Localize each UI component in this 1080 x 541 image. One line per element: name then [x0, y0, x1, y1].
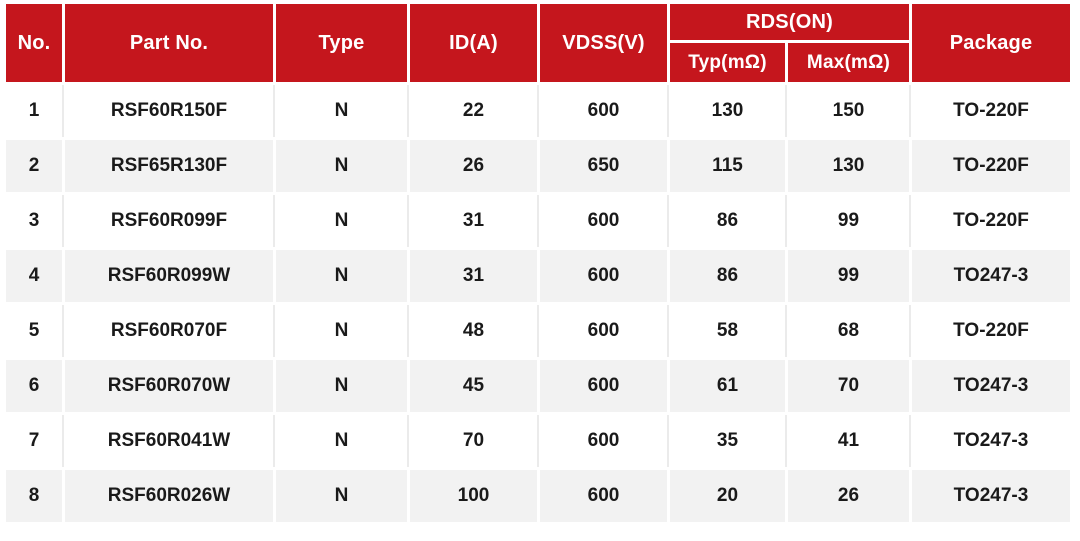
cell-no: 6: [6, 360, 62, 412]
cell-rds-max: 70: [788, 360, 909, 412]
table-row: 7 RSF60R041W N 70 600 35 41 TO247-3: [6, 415, 1070, 467]
cell-part-no: RSF60R041W: [65, 415, 273, 467]
cell-id: 48: [410, 305, 537, 357]
cell-rds-max: 26: [788, 470, 909, 522]
cell-part-no: RSF60R150F: [65, 85, 273, 137]
cell-no: 7: [6, 415, 62, 467]
cell-rds-max: 68: [788, 305, 909, 357]
cell-vdss: 650: [540, 140, 667, 192]
cell-part-no: RSF60R070F: [65, 305, 273, 357]
table-row: 5 RSF60R070F N 48 600 58 68 TO-220F: [6, 305, 1070, 357]
cell-type: N: [276, 250, 407, 302]
cell-package: TO-220F: [912, 305, 1070, 357]
cell-no: 3: [6, 195, 62, 247]
col-header-rds-max: Max(mΩ): [788, 43, 909, 82]
cell-part-no: RSF60R026W: [65, 470, 273, 522]
table-header: No. Part No. Type ID(A) VDSS(V) RDS(ON) …: [6, 4, 1070, 82]
cell-rds-typ: 35: [670, 415, 785, 467]
table-row: 4 RSF60R099W N 31 600 86 99 TO247-3: [6, 250, 1070, 302]
cell-package: TO247-3: [912, 360, 1070, 412]
col-header-rds-typ: Typ(mΩ): [670, 43, 785, 82]
cell-vdss: 600: [540, 195, 667, 247]
cell-rds-max: 130: [788, 140, 909, 192]
cell-no: 5: [6, 305, 62, 357]
cell-part-no: RSF65R130F: [65, 140, 273, 192]
cell-vdss: 600: [540, 85, 667, 137]
cell-package: TO-220F: [912, 195, 1070, 247]
cell-rds-max: 99: [788, 250, 909, 302]
table-row: 1 RSF60R150F N 22 600 130 150 TO-220F: [6, 85, 1070, 137]
cell-type: N: [276, 305, 407, 357]
cell-rds-typ: 61: [670, 360, 785, 412]
cell-no: 1: [6, 85, 62, 137]
table-row: 8 RSF60R026W N 100 600 20 26 TO247-3: [6, 470, 1070, 522]
cell-no: 4: [6, 250, 62, 302]
table-row: 6 RSF60R070W N 45 600 61 70 TO247-3: [6, 360, 1070, 412]
col-header-package: Package: [912, 4, 1070, 82]
col-header-rds-group: RDS(ON): [670, 4, 909, 40]
cell-type: N: [276, 195, 407, 247]
cell-type: N: [276, 360, 407, 412]
col-header-no: No.: [6, 4, 62, 82]
cell-rds-max: 99: [788, 195, 909, 247]
cell-part-no: RSF60R099W: [65, 250, 273, 302]
cell-rds-typ: 58: [670, 305, 785, 357]
cell-package: TO247-3: [912, 250, 1070, 302]
table-row: 3 RSF60R099F N 31 600 86 99 TO-220F: [6, 195, 1070, 247]
cell-rds-max: 150: [788, 85, 909, 137]
cell-type: N: [276, 415, 407, 467]
col-header-part-no: Part No.: [65, 4, 273, 82]
cell-vdss: 600: [540, 250, 667, 302]
cell-rds-typ: 86: [670, 195, 785, 247]
col-header-vdss: VDSS(V): [540, 4, 667, 82]
cell-id: 22: [410, 85, 537, 137]
cell-part-no: RSF60R099F: [65, 195, 273, 247]
cell-rds-max: 41: [788, 415, 909, 467]
cell-package: TO-220F: [912, 85, 1070, 137]
cell-package: TO247-3: [912, 415, 1070, 467]
cell-id: 45: [410, 360, 537, 412]
table-row: 2 RSF65R130F N 26 650 115 130 TO-220F: [6, 140, 1070, 192]
cell-package: TO-220F: [912, 140, 1070, 192]
cell-type: N: [276, 85, 407, 137]
cell-type: N: [276, 470, 407, 522]
cell-rds-typ: 86: [670, 250, 785, 302]
cell-rds-typ: 115: [670, 140, 785, 192]
mosfet-spec-table: No. Part No. Type ID(A) VDSS(V) RDS(ON) …: [3, 1, 1073, 525]
cell-rds-typ: 20: [670, 470, 785, 522]
cell-no: 2: [6, 140, 62, 192]
table-body: 1 RSF60R150F N 22 600 130 150 TO-220F 2 …: [6, 85, 1070, 522]
cell-id: 31: [410, 250, 537, 302]
cell-package: TO247-3: [912, 470, 1070, 522]
cell-id: 70: [410, 415, 537, 467]
cell-rds-typ: 130: [670, 85, 785, 137]
col-header-id: ID(A): [410, 4, 537, 82]
cell-type: N: [276, 140, 407, 192]
col-header-type: Type: [276, 4, 407, 82]
cell-vdss: 600: [540, 470, 667, 522]
cell-id: 100: [410, 470, 537, 522]
cell-id: 31: [410, 195, 537, 247]
cell-part-no: RSF60R070W: [65, 360, 273, 412]
cell-no: 8: [6, 470, 62, 522]
cell-vdss: 600: [540, 415, 667, 467]
cell-id: 26: [410, 140, 537, 192]
cell-vdss: 600: [540, 360, 667, 412]
cell-vdss: 600: [540, 305, 667, 357]
